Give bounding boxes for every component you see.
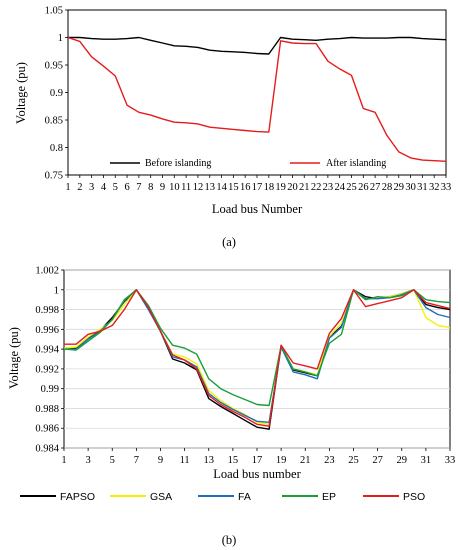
x-tick-label: 29: [397, 455, 408, 466]
x-tick-label: 12: [193, 182, 204, 193]
legend-label-ep: EP: [322, 491, 336, 503]
caption-b: (b): [222, 533, 237, 547]
x-tick-label: 29: [394, 182, 405, 193]
x-tick-label: 25: [346, 182, 357, 193]
x-tick-label: 11: [181, 182, 191, 193]
x-tick-label: 27: [370, 182, 381, 193]
x-tick-label: 6: [124, 182, 129, 193]
legend-label-pso: PSO: [403, 491, 425, 503]
series-line-before-islanding: [68, 36, 447, 55]
y-tick-label: 1.05: [45, 6, 63, 17]
x-tick-label: 2: [77, 182, 82, 193]
x-tick-label: 14: [216, 182, 227, 193]
x-tick-label: 20: [287, 182, 298, 193]
y-tick-label: 0.95: [45, 61, 63, 72]
x-tick-label: 23: [323, 182, 334, 193]
x-tick-label: 1: [65, 182, 70, 193]
y-tick-label: 0.996: [35, 325, 59, 336]
x-tick-label: 19: [275, 182, 286, 193]
x-tick-label: 21: [299, 182, 310, 193]
x-tick-label: 10: [169, 182, 180, 193]
legend-label-fa: FA: [238, 491, 251, 503]
x-tick-label: 28: [382, 182, 393, 193]
x-tick-label: 13: [205, 182, 216, 193]
x-tick-label: 31: [421, 455, 432, 466]
legend-b: FAPSO GSA FA EP PSO: [20, 491, 425, 503]
y-axis-label-a: Voltage (pu): [14, 62, 28, 124]
x-tick-label: 16: [240, 182, 251, 193]
x-axis-label-b: Load bus number: [213, 467, 301, 481]
y-tick-label: 0.994: [35, 345, 59, 356]
x-tick-label: 5: [110, 455, 115, 466]
legend-label-after: After islanding: [326, 158, 386, 169]
y-tick-label: 0.9: [50, 88, 63, 99]
x-tick-label: 21: [300, 455, 311, 466]
x-tick-label: 17: [252, 182, 263, 193]
x-tick-label: 9: [160, 182, 165, 193]
x-tick-label: 9: [158, 455, 163, 466]
x-tick-label: 1: [61, 455, 66, 466]
legend-label-before: Before islanding: [145, 158, 211, 169]
x-tick-label: 18: [264, 182, 275, 193]
x-tick-label: 33: [441, 182, 452, 193]
legend-label-gsa: GSA: [150, 491, 172, 503]
x-tick-label: 15: [228, 455, 239, 466]
x-tick-label: 4: [101, 182, 107, 193]
y-tick-label: 0.988: [35, 404, 59, 415]
y-axis-label-b: Voltage (pu): [7, 327, 21, 389]
x-tick-label: 7: [134, 455, 139, 466]
chart-b: 0.984 0.986 0.988 0.99 0.992 0.994 0.996 0.998 1…: [7, 266, 455, 548]
y-tick-label: 0.75: [45, 171, 63, 182]
x-tick-label: 22: [311, 182, 322, 193]
x-tick-label: 30: [405, 182, 416, 193]
y-tick-label: 0.998: [35, 305, 59, 316]
x-tick-label: 24: [334, 182, 345, 193]
x-tick-label: 7: [136, 182, 141, 193]
x-axis-label-a: Load bus Number: [212, 202, 303, 216]
x-tick-label: 27: [372, 455, 383, 466]
plot-area-a: [67, 9, 447, 176]
x-tick-label: 26: [358, 182, 369, 193]
x-tick-label: 5: [113, 182, 118, 193]
x-tick-label: 3: [89, 182, 94, 193]
y-tick-label: 0.984: [35, 444, 59, 455]
legend-a: Before islanding After islanding: [110, 158, 386, 169]
series-line-ep: [63, 289, 451, 407]
y-tick-label: 0.85: [45, 116, 63, 127]
y-tick-label: 0.99: [41, 384, 59, 395]
x-tick-label: 19: [276, 455, 287, 466]
y-tick-label: 0.8: [50, 143, 63, 154]
legend-label-fapso: FAPSO: [60, 491, 95, 503]
x-tick-label: 15: [228, 182, 239, 193]
y-tick-label: 0.992: [35, 364, 59, 375]
y-tick-label: 1: [58, 33, 63, 44]
y-tick-label: 1.002: [35, 266, 59, 277]
x-tick-label: 25: [348, 455, 359, 466]
x-tick-label: 3: [86, 455, 91, 466]
x-tick-label: 8: [148, 182, 153, 193]
x-tick-label: 31: [417, 182, 428, 193]
x-tick-label: 17: [252, 455, 263, 466]
series-line-pso: [64, 289, 451, 427]
y-tick-label: 0.986: [35, 424, 59, 435]
caption-a: (a): [222, 235, 236, 249]
x-tick-label: 13: [204, 455, 215, 466]
x-tick-label: 23: [324, 455, 335, 466]
y-tick-label: 1: [54, 285, 59, 296]
x-tick-label: 33: [445, 455, 456, 466]
series-line-after-islanding: [67, 36, 447, 162]
x-tick-label: 32: [429, 182, 440, 193]
x-tick-label: 11: [180, 455, 190, 466]
